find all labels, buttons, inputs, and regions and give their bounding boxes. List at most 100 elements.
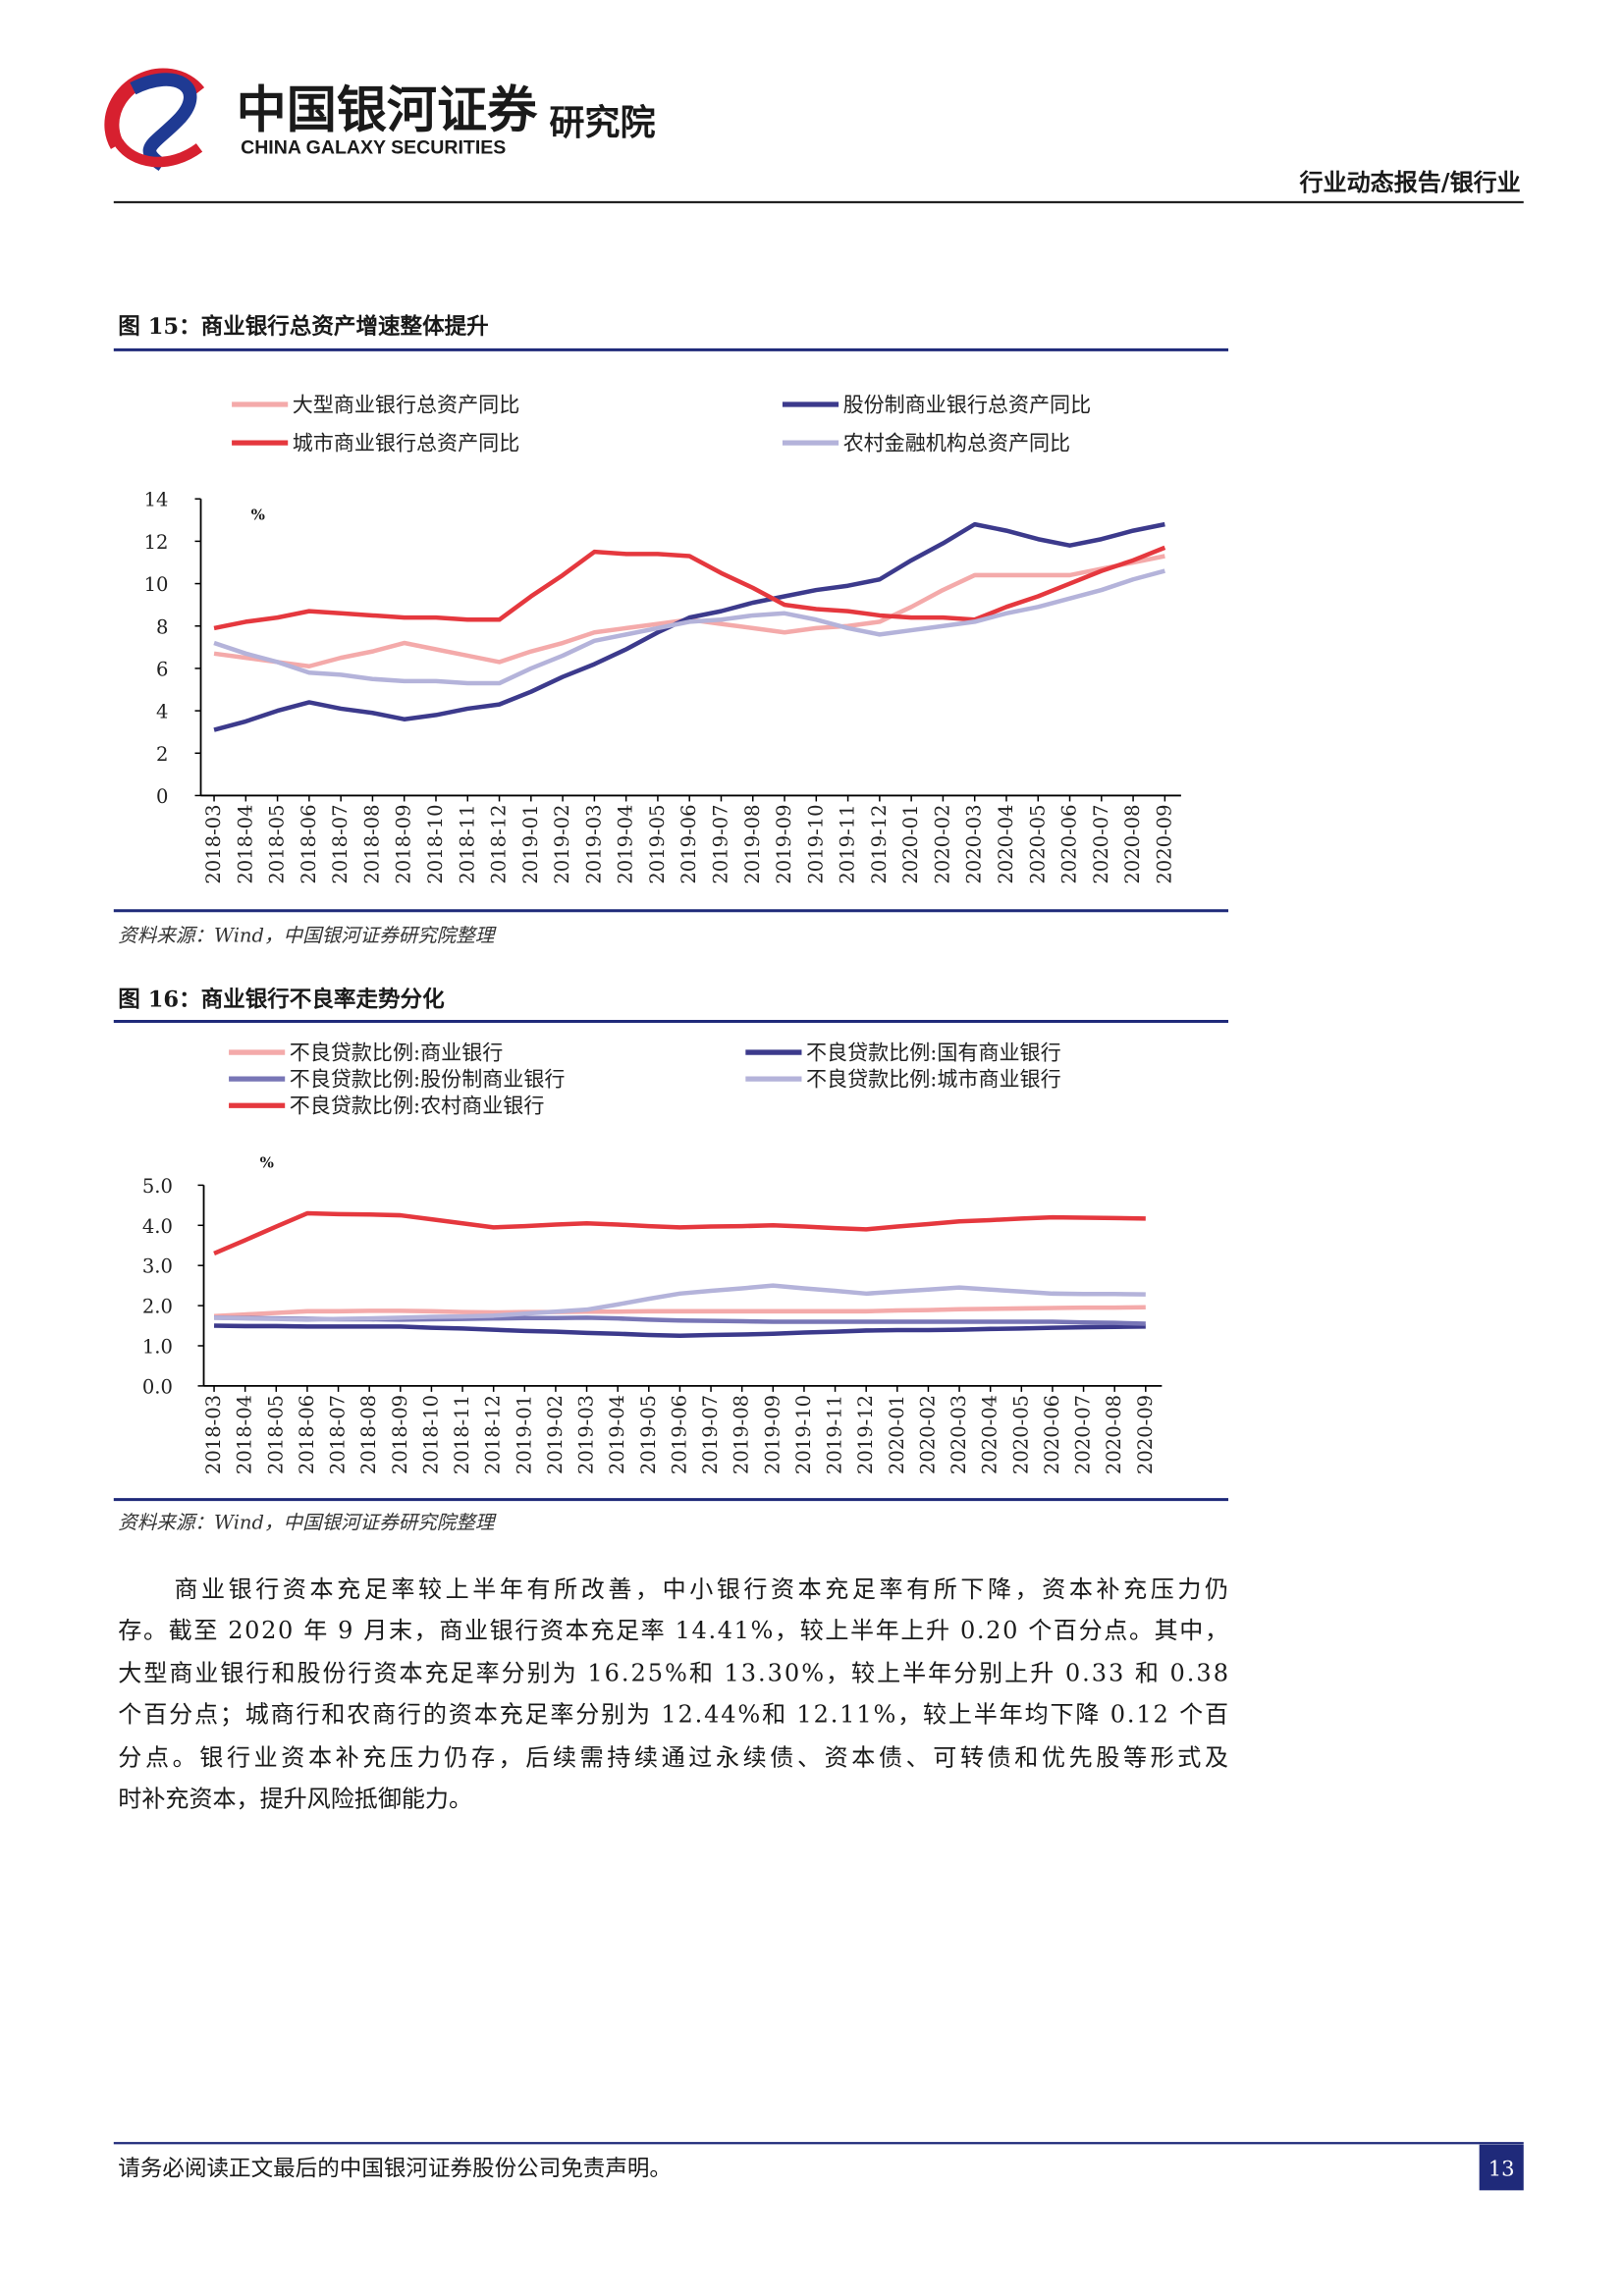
body-line: 存。截至 2020 年 9 月末，商业银行资本充足率 14.41%，较上半年上升… xyxy=(118,1617,1228,1644)
legend-label: 不良贷款比例:商业银行 xyxy=(290,1041,504,1065)
page-number: 13 xyxy=(1489,2156,1515,2180)
x-tick-label: 2020-01 xyxy=(899,804,922,883)
y-tick-label: 4 xyxy=(156,701,168,723)
x-tick-label: 2018-04 xyxy=(234,804,256,883)
x-tick-label: 2019-02 xyxy=(551,804,573,883)
legend-label: 城市商业银行总资产同比 xyxy=(293,431,520,455)
body-line: 商业银行资本充足率较上半年有所改善，中小银行资本充足率有所下降，资本补充压力仍 xyxy=(174,1575,1228,1603)
x-tick-label: 2019-06 xyxy=(677,804,700,883)
x-tick-label: 2018-10 xyxy=(424,804,447,883)
page-box xyxy=(1479,2144,1524,2191)
series-line xyxy=(213,1210,1146,1255)
legend-label: 不良贷款比例:股份制商业银行 xyxy=(290,1067,566,1092)
y-tick-label: 2 xyxy=(156,743,168,766)
x-tick-label: 2019-12 xyxy=(868,804,891,883)
body-line: 分点。银行业资本补充压力仍存，后续需持续通过永续债、资本债、可转债和优先股等形式… xyxy=(118,1743,1228,1771)
x-tick-label: 2019-07 xyxy=(709,804,731,883)
x-tick-label: 2019-06 xyxy=(668,1395,690,1474)
x-tick-label: 2020-02 xyxy=(916,1395,939,1474)
x-tick-label: 2019-12 xyxy=(854,1395,877,1474)
x-tick-label: 2020-05 xyxy=(1009,1395,1032,1474)
institute: 研究院 xyxy=(549,102,655,143)
x-tick-label: 2020-09 xyxy=(1153,804,1175,883)
x-tick-label: 2019-08 xyxy=(741,804,764,883)
x-tick-label: 2018-08 xyxy=(360,804,383,883)
x-tick-label: 2019-08 xyxy=(731,1395,753,1474)
series-line xyxy=(213,545,1166,631)
legend-label: 不良贷款比例:国有商业银行 xyxy=(806,1041,1061,1065)
x-tick-label: 2019-11 xyxy=(837,804,859,883)
x-tick-label: 2018-04 xyxy=(234,1395,256,1474)
x-tick-label: 2020-03 xyxy=(947,1395,970,1474)
y-tick-label: 0.0 xyxy=(142,1375,173,1398)
y-tick-label: 0 xyxy=(156,785,168,808)
y-tick-label: 4.0 xyxy=(142,1215,173,1238)
y-tick-label: 14 xyxy=(144,489,169,511)
x-tick-label: 2020-06 xyxy=(1041,1395,1063,1474)
logo-cn: 中国银河证券 xyxy=(237,81,539,139)
x-tick-label: 2020-05 xyxy=(1026,804,1049,883)
x-tick-label: 2019-07 xyxy=(699,1395,722,1474)
figure-caption: 图 15：商业银行总资产增速整体提升 xyxy=(118,313,488,340)
series-line xyxy=(213,521,1165,732)
x-tick-label: 2018-09 xyxy=(389,1395,411,1474)
report-type: 行业动态报告/银行业 xyxy=(1299,168,1521,196)
x-tick-label: 2018-03 xyxy=(202,1395,225,1474)
y-tick-label: 5.0 xyxy=(142,1175,173,1198)
x-tick-label: 2019-10 xyxy=(792,1395,815,1474)
x-tick-label: 2020-02 xyxy=(931,804,953,883)
x-tick-label: 2020-04 xyxy=(979,1395,1001,1474)
series-line xyxy=(214,1323,1146,1339)
logo xyxy=(104,68,215,175)
y-unit: % xyxy=(251,506,265,523)
x-tick-label: 2020-09 xyxy=(1134,1395,1157,1474)
x-tick-label: 2018-07 xyxy=(329,804,352,883)
body-line: 大型商业银行和股份行资本充足率分别为 16.25%和 13.30%，较上半年分别… xyxy=(118,1660,1228,1687)
y-tick-label: 2.0 xyxy=(142,1296,173,1318)
y-tick-label: 12 xyxy=(144,531,169,554)
x-tick-label: 2018-10 xyxy=(419,1395,442,1474)
x-tick-label: 2020-06 xyxy=(1058,804,1081,883)
figure-source: 资料来源：Wind，中国银河证券研究院整理 xyxy=(118,1512,497,1534)
disclaimer: 请务必阅读正文最后的中国银河证券股份公司免责声明。 xyxy=(118,2156,672,2181)
x-tick-label: 2018-12 xyxy=(482,1395,505,1474)
series-line xyxy=(213,1305,1146,1318)
legend-label: 农村金融机构总资产同比 xyxy=(843,431,1071,455)
x-tick-label: 2020-08 xyxy=(1103,1395,1125,1474)
series-line xyxy=(213,568,1165,686)
x-tick-label: 2020-01 xyxy=(886,1395,908,1474)
y-tick-label: 8 xyxy=(156,615,168,638)
x-tick-label: 2018-03 xyxy=(202,804,225,883)
x-tick-label: 2019-05 xyxy=(646,804,669,883)
x-tick-label: 2018-07 xyxy=(327,1395,350,1474)
x-tick-label: 2019-03 xyxy=(575,1395,598,1474)
x-tick-label: 2018-12 xyxy=(488,804,511,883)
y-tick-label: 6 xyxy=(156,658,168,680)
x-tick-label: 2019-10 xyxy=(804,804,827,883)
body-line: 个百分点；城商行和农商行的资本充足率分别为 12.44%和 12.11%，较上半… xyxy=(118,1701,1228,1729)
x-tick-label: 2019-02 xyxy=(544,1395,567,1474)
x-tick-label: 2020-07 xyxy=(1090,804,1112,883)
logo-en: CHINA GALAXY SECURITIES xyxy=(241,136,506,158)
x-tick-label: 2019-11 xyxy=(824,1395,846,1474)
y-tick-label: 3.0 xyxy=(142,1255,173,1278)
legend-label: 大型商业银行总资产同比 xyxy=(293,393,520,417)
x-tick-label: 2019-09 xyxy=(761,1395,784,1474)
x-tick-label: 2019-05 xyxy=(637,1395,660,1474)
body-line: 时补充资本，提升风险抵御能力。 xyxy=(118,1785,472,1812)
x-tick-label: 2018-05 xyxy=(264,1395,287,1474)
x-tick-label: 2019-04 xyxy=(606,1395,628,1474)
x-tick-label: 2018-06 xyxy=(296,1395,318,1474)
x-tick-label: 2019-01 xyxy=(513,1395,535,1474)
figure-source: 资料来源：Wind，中国银河证券研究院整理 xyxy=(118,924,497,946)
x-tick-label: 2020-07 xyxy=(1072,1395,1095,1474)
x-tick-label: 2018-06 xyxy=(298,804,320,883)
x-tick-label: 2018-11 xyxy=(456,804,478,883)
x-tick-label: 2020-03 xyxy=(963,804,986,883)
x-tick-label: 2018-11 xyxy=(451,1395,473,1474)
y-tick-label: 10 xyxy=(144,573,169,596)
x-tick-label: 2019-03 xyxy=(582,804,605,883)
